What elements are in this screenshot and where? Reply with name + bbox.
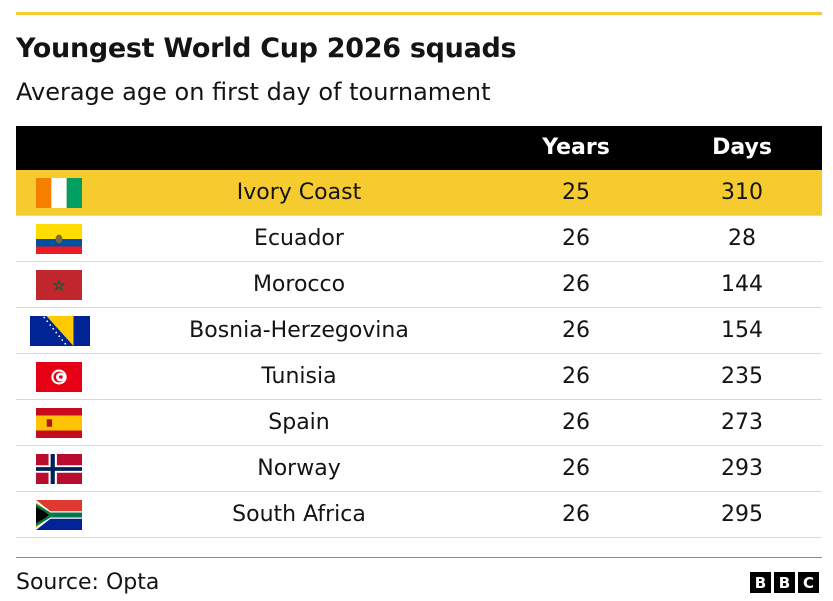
ivory-coast-flag-icon: [36, 177, 82, 208]
days-value: 144: [721, 272, 763, 297]
tunisia-flag-icon: [36, 361, 82, 392]
country-name: South Africa: [232, 502, 366, 527]
footer-divider: [16, 557, 822, 558]
country-name: Tunisia: [261, 364, 337, 389]
logo-letter: B: [774, 572, 795, 593]
table-row: Spain 26 273: [16, 400, 822, 446]
table-header: Years Days: [16, 126, 822, 170]
country-name: Ecuador: [254, 226, 344, 251]
days-value: 295: [721, 502, 763, 527]
table-row: Tunisia 26 235: [16, 354, 822, 400]
bbc-logo: B B C: [750, 572, 819, 593]
table-row: Bosnia-Herzegovina 26 154: [16, 308, 822, 354]
source-note: Source: Opta: [16, 570, 160, 595]
country-name: Spain: [268, 410, 330, 435]
years-value: 26: [562, 272, 590, 297]
years-value: 25: [562, 180, 590, 205]
column-header-days: Days: [712, 135, 772, 160]
south-africa-flag-icon: [36, 499, 82, 530]
norway-flag-icon: [36, 453, 82, 484]
top-accent-bar: [16, 12, 822, 15]
column-header-years: Years: [542, 135, 610, 160]
years-value: 26: [562, 502, 590, 527]
days-value: 235: [721, 364, 763, 389]
ecuador-flag-icon: [36, 223, 82, 254]
years-value: 26: [562, 410, 590, 435]
table-row: South Africa 26 295: [16, 492, 822, 538]
years-value: 26: [562, 364, 590, 389]
chart-subtitle: Average age on first day of tournament: [16, 78, 491, 106]
days-value: 28: [728, 226, 756, 251]
days-value: 293: [721, 456, 763, 481]
days-value: 310: [721, 180, 763, 205]
days-value: 154: [721, 318, 763, 343]
years-value: 26: [562, 318, 590, 343]
table-row: Morocco 26 144: [16, 262, 822, 308]
years-value: 26: [562, 456, 590, 481]
logo-letter: C: [798, 572, 819, 593]
logo-letter: B: [750, 572, 771, 593]
country-name: Bosnia-Herzegovina: [189, 318, 409, 343]
days-value: 273: [721, 410, 763, 435]
table-row: Ivory Coast 25 310: [16, 170, 822, 216]
years-value: 26: [562, 226, 590, 251]
country-name: Norway: [257, 456, 341, 481]
table-row: Ecuador 26 28: [16, 216, 822, 262]
table-row: Norway 26 293: [16, 446, 822, 492]
country-name: Ivory Coast: [236, 180, 362, 205]
country-name: Morocco: [252, 272, 346, 297]
data-table: Years Days Ivory Coast 25 310 Ecuador 26…: [16, 126, 822, 538]
morocco-flag-icon: [36, 269, 82, 300]
bosnia-herzegovina-flag-icon: [30, 315, 90, 346]
chart-title: Youngest World Cup 2026 squads: [16, 33, 517, 64]
spain-flag-icon: [36, 407, 82, 438]
